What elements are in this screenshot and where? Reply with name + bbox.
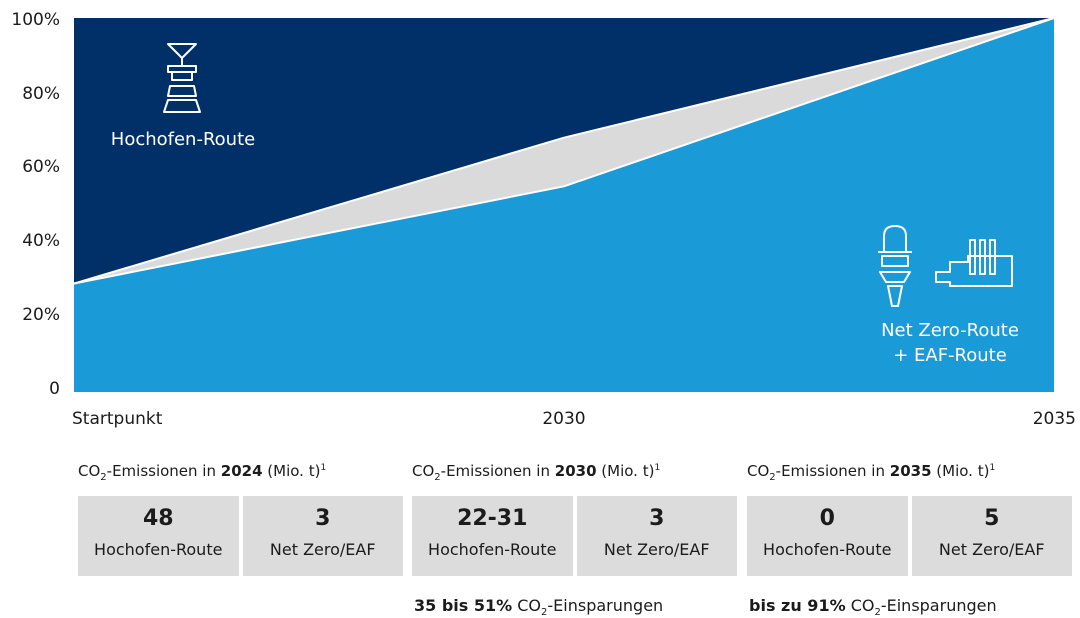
emissions-panel-2035: CO2-Emissionen in 2035 (Mio. t)1 0 Hocho… [747, 462, 1072, 618]
net-zero-emission-box: 3 Net Zero/EAF [576, 496, 737, 576]
net-zero-emission-box: 3 Net Zero/EAF [242, 496, 403, 576]
savings-note: 35 bis 51% CO2-Einsparungen [414, 596, 664, 618]
blue-area-net-zero [74, 18, 1054, 392]
y-tick-label: 0 [49, 379, 60, 399]
emission-label: Net Zero/EAF [938, 540, 1045, 559]
emission-value: 3 [315, 506, 331, 531]
emission-value: 3 [649, 506, 665, 531]
y-tick-label: 60% [22, 157, 60, 177]
series-boundary-line [73, 17, 1055, 285]
hochofen-emission-box: 48 Hochofen-Route [78, 496, 239, 576]
hochofen-emission-box: 22-31 Hochofen-Route [412, 496, 573, 576]
emission-value: 48 [142, 506, 174, 531]
panel-heading: CO2-Emissionen in 2035 (Mio. t)1 [747, 462, 996, 483]
y-tick-label: 40% [22, 231, 60, 251]
emission-value: 22-31 [457, 506, 528, 531]
region-label-net-zero: Net Zero-Route [881, 320, 1019, 341]
x-tick-label: 2030 [542, 409, 585, 429]
panel-heading: CO2-Emissionen in 2024 (Mio. t)1 [78, 462, 327, 483]
emission-label: Hochofen-Route [428, 540, 557, 559]
x-tick-label: Startpunkt [72, 409, 163, 429]
emission-label: Hochofen-Route [763, 540, 892, 559]
net-zero-furnace-icon [878, 225, 912, 307]
region-label-hochofen: Hochofen-Route [111, 129, 255, 150]
savings-note: bis zu 91% CO2-Einsparungen [749, 596, 997, 618]
emissions-area-chart: 0 20% 40% 60% 80% 100% Startpunkt 2030 2… [11, 10, 1076, 429]
emission-label: Net Zero/EAF [603, 540, 710, 559]
emissions-panel-2024: CO2-Emissionen in 2024 (Mio. t)1 48 Hoch… [78, 462, 403, 576]
emission-value: 5 [984, 506, 1000, 531]
emission-value: 0 [819, 506, 835, 531]
panel-heading: CO2-Emissionen in 2030 (Mio. t)1 [412, 462, 661, 483]
emission-label: Hochofen-Route [94, 540, 223, 559]
emission-label: Net Zero/EAF [269, 540, 376, 559]
y-tick-label: 20% [22, 305, 60, 325]
y-tick-label: 80% [22, 84, 60, 104]
plot-area [73, 17, 1055, 392]
hochofen-emission-box: 0 Hochofen-Route [747, 496, 908, 576]
blast-furnace-icon [163, 43, 201, 113]
emissions-panel-2030: CO2-Emissionen in 2030 (Mio. t)1 22-31 H… [412, 462, 737, 618]
x-tick-label: 2035 [1033, 409, 1076, 429]
region-label-eaf: + EAF-Route [893, 345, 1007, 366]
series-boundary-line [73, 17, 1055, 285]
y-tick-label: 100% [11, 10, 60, 30]
net-zero-emission-box: 5 Net Zero/EAF [911, 496, 1072, 576]
eaf-icon [935, 239, 1013, 287]
